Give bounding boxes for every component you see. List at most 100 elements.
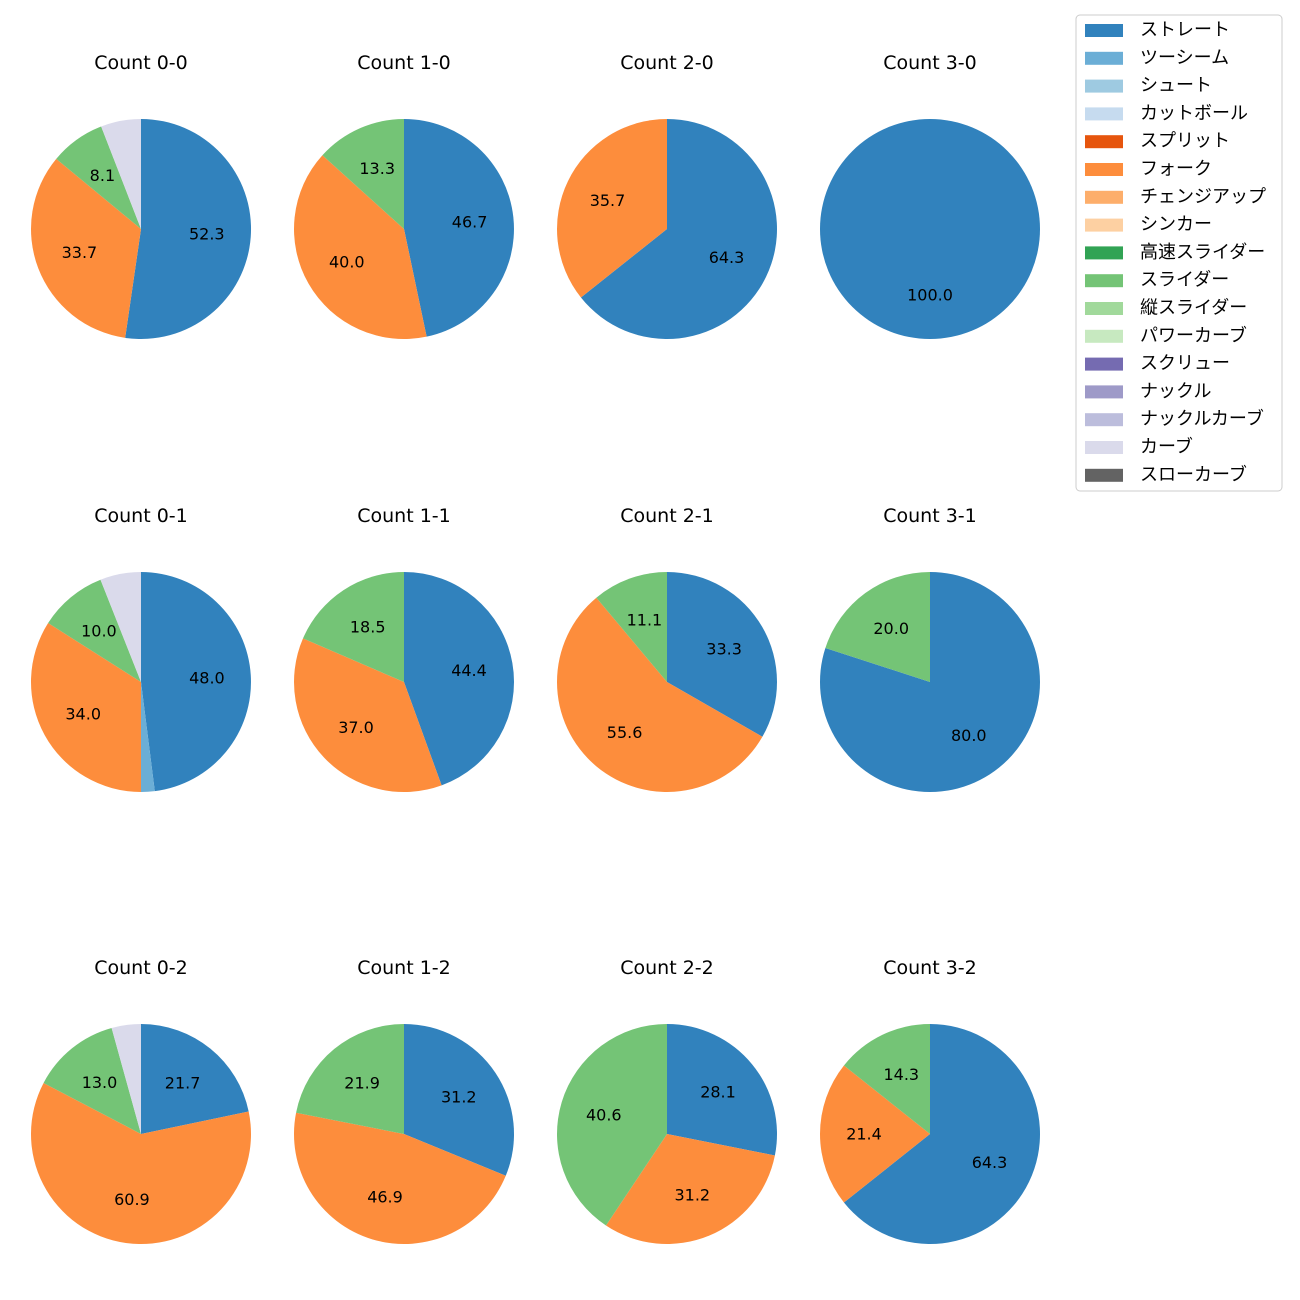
legend-swatch-16 xyxy=(1085,468,1123,482)
pie-count-3-2: Count 3-2 64.3 21.4 14.3 xyxy=(820,957,1041,1244)
pie-count-1-0: Count 1-0 46.7 40.0 13.3 xyxy=(294,52,514,339)
slice-count-2-1-2 xyxy=(596,572,667,682)
slice-label-count-1-0-0: 46.7 xyxy=(452,213,488,232)
slice-label-count-1-1-0: 44.4 xyxy=(451,661,487,680)
slice-label-count-0-1-2: 34.0 xyxy=(65,704,101,723)
slice-label-count-2-2-1: 31.2 xyxy=(674,1186,710,1205)
legend: ストレートツーシームシュートカットボールスプリットフォークチェンジアップシンカー… xyxy=(1075,14,1283,492)
slice-label-count-1-2-2: 21.9 xyxy=(344,1074,380,1093)
legend-swatch-13 xyxy=(1085,385,1123,399)
slice-count-3-1-1 xyxy=(825,572,930,682)
legend-label-7: シンカー xyxy=(1140,214,1212,235)
slice-label-count-3-1-0: 80.0 xyxy=(951,726,987,745)
slice-count-2-2-0 xyxy=(667,1024,777,1156)
slice-label-count-1-1-2: 18.5 xyxy=(350,617,386,636)
pie-title-count-1-2: Count 1-2 xyxy=(357,957,451,979)
slice-count-2-2-2 xyxy=(557,1024,667,1226)
legend-label-15: カーブ xyxy=(1140,436,1193,458)
slice-count-1-1-1 xyxy=(294,638,442,793)
legend-swatch-14 xyxy=(1085,413,1123,427)
legend-label-12: スクリュー xyxy=(1140,353,1230,374)
slice-count-1-1-2 xyxy=(303,572,404,682)
legend-label-11: パワーカーブ xyxy=(1140,324,1247,346)
slice-label-count-0-2-1: 60.9 xyxy=(114,1190,150,1209)
slice-count-1-0-1 xyxy=(294,155,427,339)
slice-count-1-0-2 xyxy=(322,119,404,229)
slice-count-3-2-1 xyxy=(820,1065,930,1203)
pie-title-count-0-1: Count 0-1 xyxy=(94,505,188,527)
legend-swatch-0 xyxy=(1085,24,1123,37)
legend-swatch-10 xyxy=(1085,302,1123,315)
pie-count-3-1: Count 3-1 80.0 20.0 xyxy=(819,505,1040,792)
slice-count-0-0-3 xyxy=(101,119,141,229)
slice-label-count-3-2-0: 64.3 xyxy=(972,1153,1008,1172)
pie-count-1-1: Count 1-1 44.4 37.0 18.5 xyxy=(294,505,515,793)
pies-layer: Count 0-0 52.3 33.7 8.1 Count 1-0 46.7 40.0 13.… xyxy=(30,52,1041,1245)
slice-label-count-3-2-2: 14.3 xyxy=(883,1065,919,1084)
legend-label-5: フォーク xyxy=(1140,159,1212,180)
slice-label-count-2-0-1: 35.7 xyxy=(590,191,626,210)
slice-count-3-2-2 xyxy=(843,1024,930,1134)
slice-count-1-2-1 xyxy=(293,1112,506,1245)
legend-label-13: ナックル xyxy=(1140,381,1211,402)
legend-label-16: スローカーブ xyxy=(1140,463,1247,485)
slice-count-0-1-0 xyxy=(141,572,251,792)
legend-frame xyxy=(1075,14,1283,492)
legend-label-6: チェンジアップ xyxy=(1140,186,1266,207)
pie-title-count-1-1: Count 1-1 xyxy=(357,505,451,527)
legend-swatch-9 xyxy=(1085,274,1123,288)
pie-title-count-3-1: Count 3-1 xyxy=(883,505,977,527)
slice-count-0-0-1 xyxy=(30,158,142,338)
pie-title-count-2-2: Count 2-2 xyxy=(620,957,714,979)
slice-count-2-1-0 xyxy=(667,572,778,737)
legend-swatch-5 xyxy=(1085,163,1123,176)
slice-count-2-0-1 xyxy=(557,118,667,298)
slice-label-count-2-1-2: 11.1 xyxy=(627,611,663,630)
legend-label-3: カットボール xyxy=(1140,103,1248,124)
pie-count-2-0: Count 2-0 64.3 35.7 xyxy=(557,52,778,339)
slice-count-0-1-3 xyxy=(48,579,142,682)
slice-count-0-2-3 xyxy=(111,1024,141,1134)
legend-label-1: ツーシーム xyxy=(1140,47,1229,68)
legend-label-14: ナックルカーブ xyxy=(1140,408,1264,430)
pie-count-2-2: Count 2-2 28.1 31.2 40.6 xyxy=(557,957,777,1244)
slice-label-count-0-0-2: 8.1 xyxy=(90,166,115,185)
legend-label-9: スライダー xyxy=(1140,270,1229,291)
pie-title-count-2-0: Count 2-0 xyxy=(620,52,714,74)
legend-swatch-15 xyxy=(1085,441,1123,454)
slice-label-count-2-1-1: 55.6 xyxy=(607,723,643,742)
slice-count-0-1-1 xyxy=(141,682,155,792)
slice-count-2-2-1 xyxy=(605,1134,775,1244)
legend-swatch-6 xyxy=(1085,190,1123,204)
slice-count-3-2-0 xyxy=(843,1024,1041,1244)
legend-label-8: 高速スライダー xyxy=(1140,242,1265,263)
slice-label-count-3-2-1: 21.4 xyxy=(846,1125,882,1144)
slice-count-3-1-0 xyxy=(819,572,1040,792)
legend-label-10: 縦スライダー xyxy=(1140,298,1247,319)
slice-label-count-2-2-2: 40.6 xyxy=(586,1105,622,1124)
slice-label-count-0-1-0: 48.0 xyxy=(189,668,225,687)
slice-count-1-0-0 xyxy=(404,119,514,337)
pie-title-count-3-0: Count 3-0 xyxy=(883,52,977,74)
pie-title-count-0-0: Count 0-0 xyxy=(94,52,188,74)
slice-label-count-0-0-1: 33.7 xyxy=(62,243,98,262)
slice-label-count-0-1-3: 10.0 xyxy=(81,622,117,641)
slice-label-count-1-0-2: 13.3 xyxy=(359,159,395,178)
legend-label-2: シュート xyxy=(1140,75,1212,96)
slice-count-0-1-2 xyxy=(30,623,142,792)
slice-label-count-3-1-1: 20.0 xyxy=(873,619,909,638)
pie-count-1-2: Count 1-2 31.2 46.9 21.9 xyxy=(293,957,515,1245)
legend-swatch-8 xyxy=(1085,246,1123,260)
legend-swatch-3 xyxy=(1085,107,1123,121)
legend-swatch-7 xyxy=(1085,218,1123,232)
slice-label-count-0-2-2: 13.0 xyxy=(82,1073,118,1092)
slice-label-count-2-1-0: 33.3 xyxy=(706,639,742,658)
pie-count-0-1: Count 0-1 48.0 34.0 10.0 xyxy=(30,505,251,792)
slice-count-3-0-0 xyxy=(820,119,1040,339)
pie-count-0-0: Count 0-0 52.3 33.7 8.1 xyxy=(30,52,252,339)
slice-label-count-1-1-1: 37.0 xyxy=(338,718,374,737)
slice-count-1-2-0 xyxy=(404,1024,515,1176)
legend-swatch-12 xyxy=(1085,357,1123,371)
slice-label-count-0-0-0: 52.3 xyxy=(189,224,225,243)
